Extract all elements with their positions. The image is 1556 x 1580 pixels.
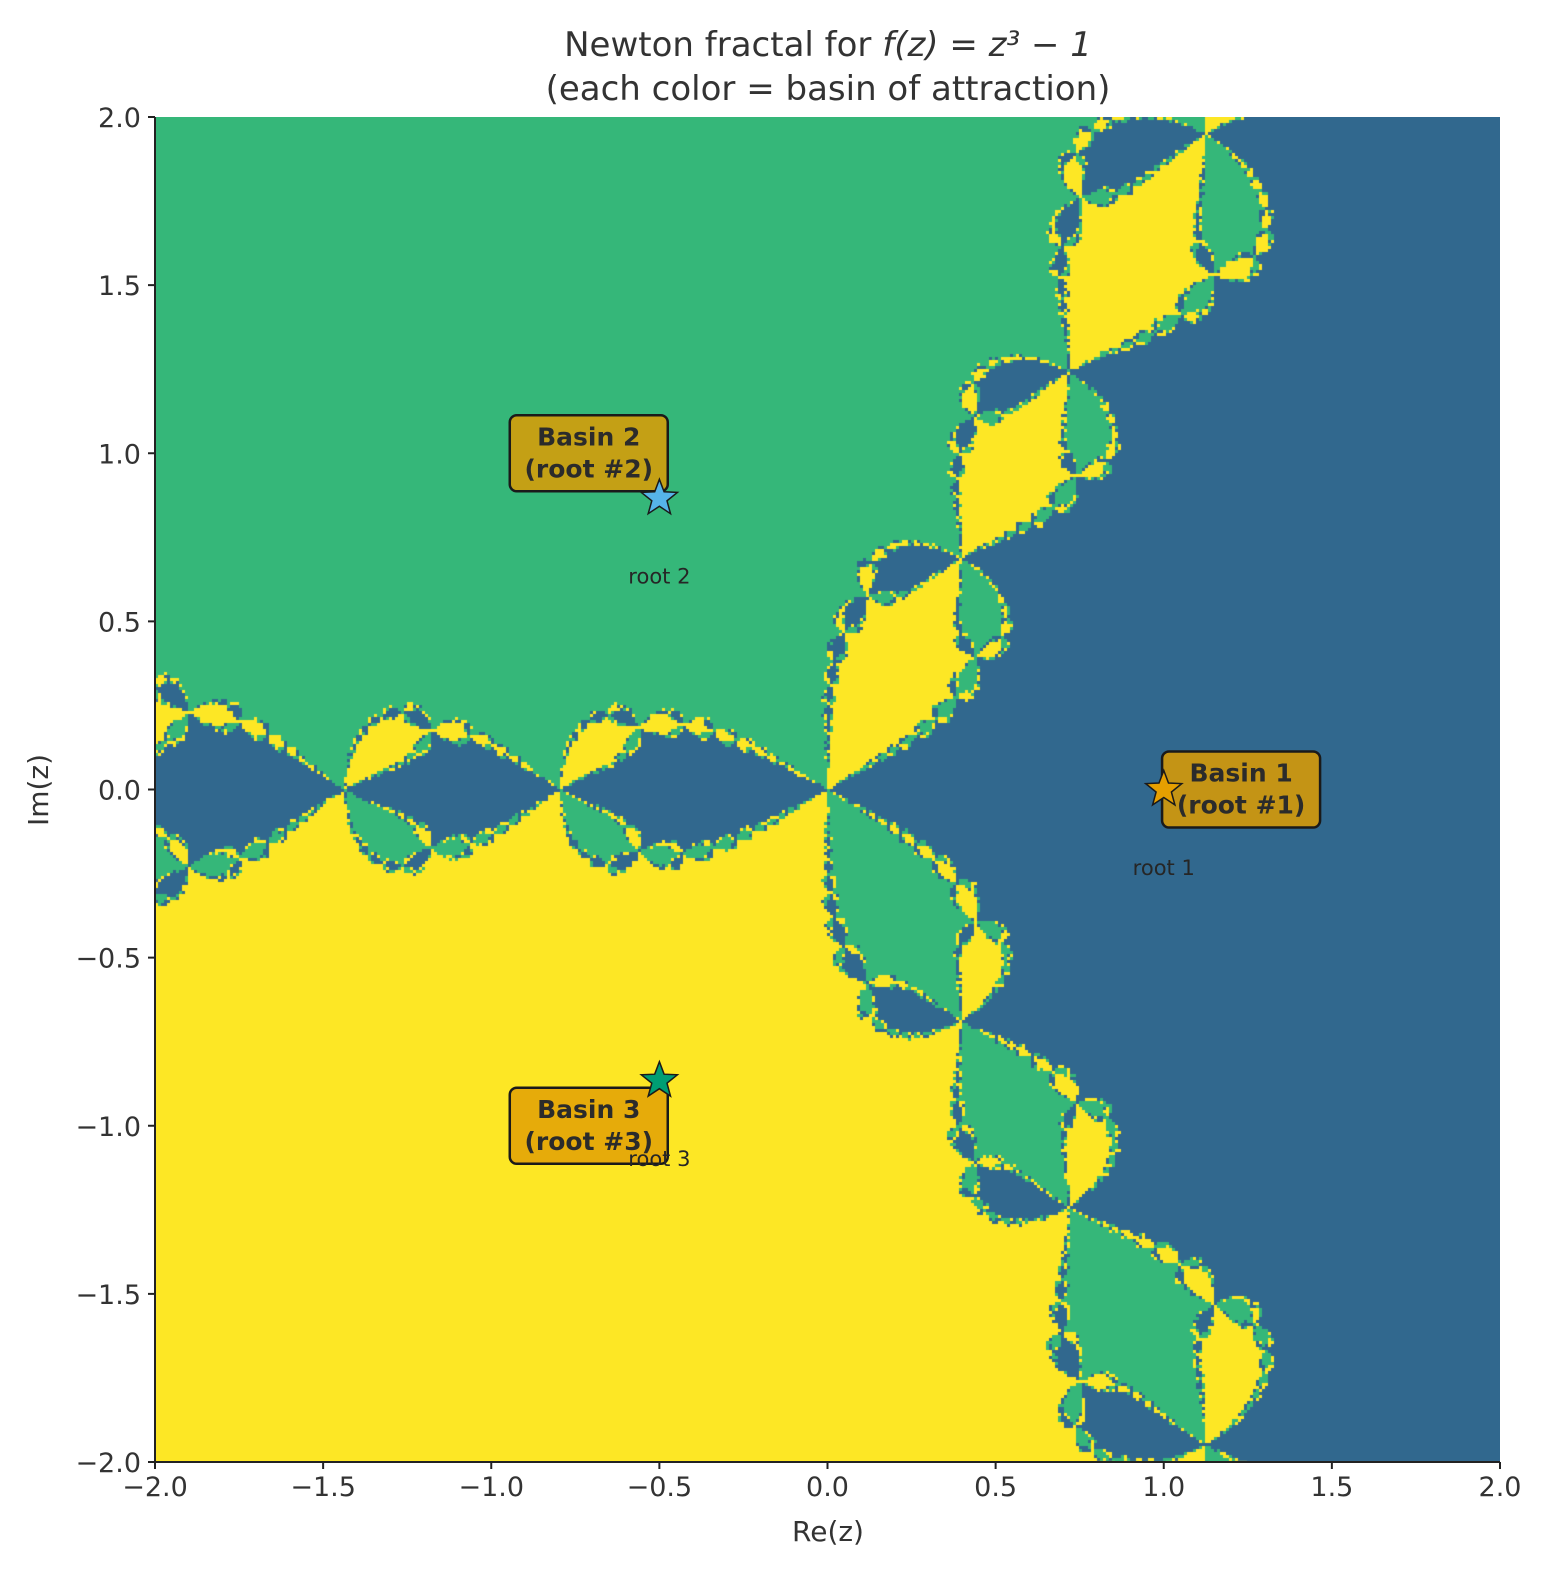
x-tick-label: −1.5 (290, 1472, 356, 1503)
x-tick-label: −2.0 (122, 1472, 188, 1503)
root-star-marker (1143, 768, 1184, 807)
basin-label-title: Basin 3 (537, 1095, 640, 1124)
basin-label-title: Basin 2 (537, 422, 640, 451)
basin-label-root: (root #3) (524, 1127, 653, 1156)
y-tick-label: −0.5 (75, 944, 141, 975)
x-tick-label: 0.5 (974, 1472, 1017, 1503)
y-tick-label: 1.0 (98, 439, 141, 470)
y-tick-label: −1.0 (75, 1112, 141, 1143)
root-star-marker (639, 1059, 680, 1098)
chart-title-line1: Newton fractal for f(z) = z³ − 1 (564, 25, 1092, 65)
basin-label-title: Basin 1 (1189, 759, 1292, 788)
x-tick-label: 0.0 (806, 1472, 849, 1503)
x-tick-label: 1.5 (1310, 1472, 1353, 1503)
basin-label-box (508, 414, 670, 493)
y-tick-label: 1.5 (98, 271, 141, 302)
basin-label-root: (root #2) (524, 454, 653, 483)
x-tick-label: −0.5 (627, 1472, 693, 1503)
y-tick-label: 0.5 (98, 607, 141, 638)
y-tick-label: −2.0 (75, 1448, 141, 1479)
y-tick-label: 2.0 (98, 103, 141, 134)
x-axis-label: Re(z) (792, 1515, 864, 1548)
basin-label-box (508, 1086, 670, 1165)
annotations: Basin 1 (root #1) Basin 2 (root #2) Basin 3 (… (508, 414, 1322, 1171)
x-tick-label: 2.0 (1479, 1472, 1522, 1503)
chart-title-line2: (each color = basin of attraction) (546, 69, 1111, 109)
root-star-marker (639, 477, 680, 516)
basin-label-root: (root #1) (1177, 791, 1306, 820)
y-ticks: 2.0 1.5 1.0 0.5 0.0 −0.5 −1.0 −1.5 −2.0 (75, 103, 155, 1479)
root-label: root 2 (628, 565, 690, 589)
root-label: root 3 (628, 1147, 690, 1171)
root-label: root 1 (1133, 856, 1195, 880)
y-axis-label: Im(z) (22, 754, 55, 826)
x-tick-label: −1.0 (458, 1472, 524, 1503)
x-ticks: −2.0 −1.5 −1.0 −0.5 0.0 0.5 1.0 1.5 2.0 (122, 1462, 1521, 1503)
y-tick-label: 0.0 (98, 776, 141, 807)
y-tick-label: −1.5 (75, 1280, 141, 1311)
x-tick-label: 1.0 (1142, 1472, 1185, 1503)
